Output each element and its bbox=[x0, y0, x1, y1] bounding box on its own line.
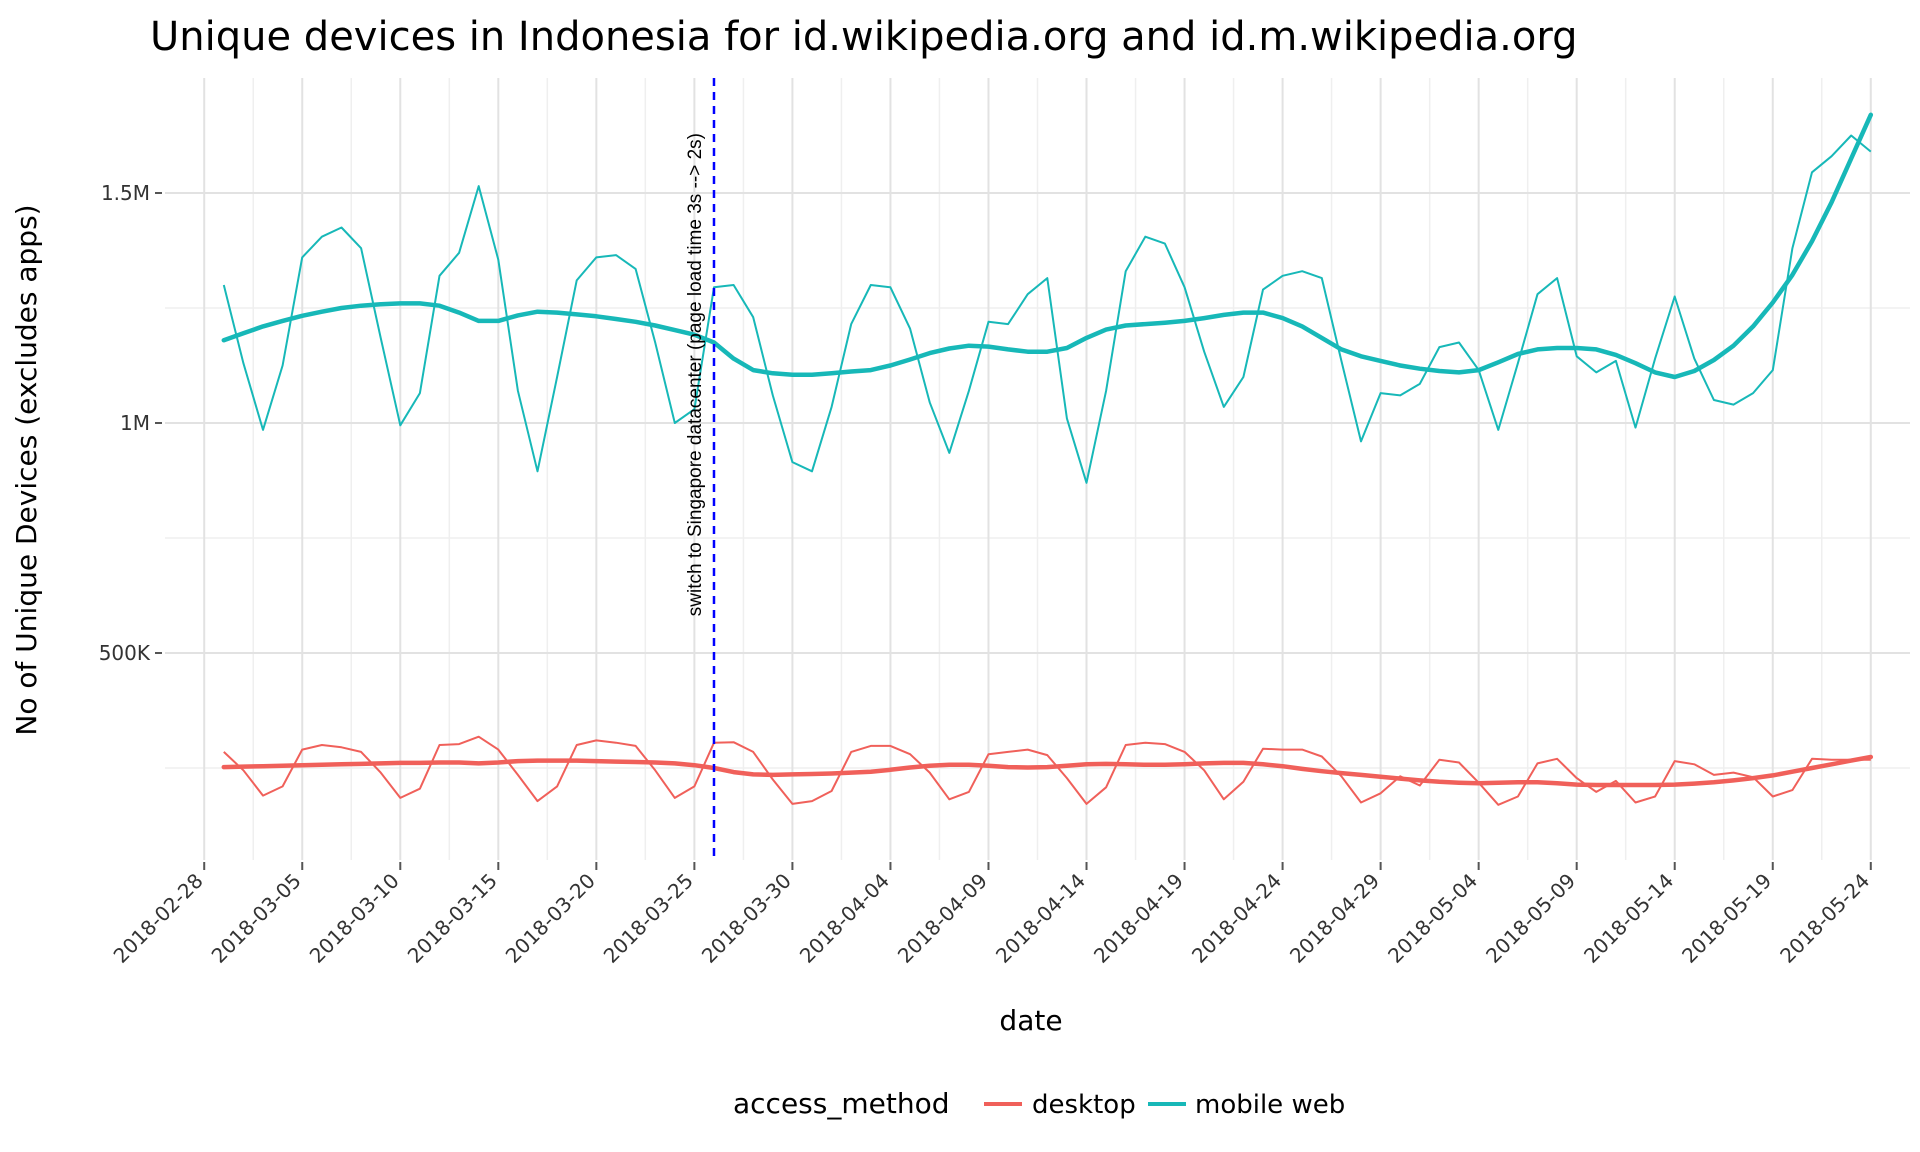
x-tick-label: 2018-03-20 bbox=[501, 869, 600, 968]
x-tick-label: 2018-02-28 bbox=[109, 869, 208, 968]
x-tick-label: 2018-05-04 bbox=[1383, 869, 1482, 968]
x-tick-label: 2018-03-30 bbox=[697, 869, 796, 968]
x-tick-label: 2018-05-19 bbox=[1677, 869, 1776, 968]
legend-title: access_method bbox=[733, 1087, 949, 1120]
x-axis-label: date bbox=[999, 1004, 1062, 1037]
x-tick-label: 2018-04-19 bbox=[1089, 869, 1188, 968]
x-tick-label: 2018-04-04 bbox=[795, 869, 894, 968]
grid-major bbox=[165, 78, 1910, 860]
y-tick-label: 500K bbox=[99, 641, 151, 665]
x-tick-label: 2018-03-05 bbox=[207, 869, 306, 968]
x-axis: 2018-02-282018-03-052018-03-102018-03-15… bbox=[109, 862, 1874, 968]
x-tick-label: 2018-03-10 bbox=[305, 869, 404, 968]
x-tick-label: 2018-05-24 bbox=[1775, 869, 1874, 968]
annotation-label: switch to Singapore datacenter (page loa… bbox=[685, 133, 706, 616]
x-tick-label: 2018-04-09 bbox=[893, 869, 992, 968]
x-tick-label: 2018-04-29 bbox=[1285, 869, 1384, 968]
series-mobile-web-line bbox=[222, 134, 1872, 484]
y-axis-label: No of Unique Devices (excludes apps) bbox=[10, 204, 43, 735]
legend-mobile-web-label: mobile web bbox=[1195, 1090, 1345, 1120]
x-tick-label: 2018-05-09 bbox=[1481, 869, 1580, 968]
x-tick-label: 2018-05-14 bbox=[1579, 869, 1678, 968]
chart-title: Unique devices in Indonesia for id.wikip… bbox=[150, 14, 1577, 60]
x-tick-label: 2018-03-15 bbox=[403, 869, 502, 968]
x-tick-label: 2018-04-24 bbox=[1187, 869, 1286, 968]
y-tick-label: 1M bbox=[120, 411, 150, 435]
x-tick-label: 2018-04-14 bbox=[991, 869, 1090, 968]
series-mobile-web-trend bbox=[221, 112, 1874, 380]
legend-desktop-label: desktop bbox=[1032, 1090, 1136, 1120]
series-desktop-trend bbox=[221, 754, 1874, 788]
legend: access_method desktop mobile web bbox=[733, 1087, 1345, 1120]
grid-minor bbox=[165, 78, 1910, 860]
series-desktop-line bbox=[223, 735, 1871, 806]
series-layer bbox=[221, 112, 1874, 806]
y-axis: 500K 1M 1.5M bbox=[99, 181, 162, 665]
annotation-layer: switch to Singapore datacenter (page loa… bbox=[685, 78, 716, 860]
x-tick-label: 2018-03-25 bbox=[599, 869, 698, 968]
y-tick-label: 1.5M bbox=[101, 181, 150, 205]
